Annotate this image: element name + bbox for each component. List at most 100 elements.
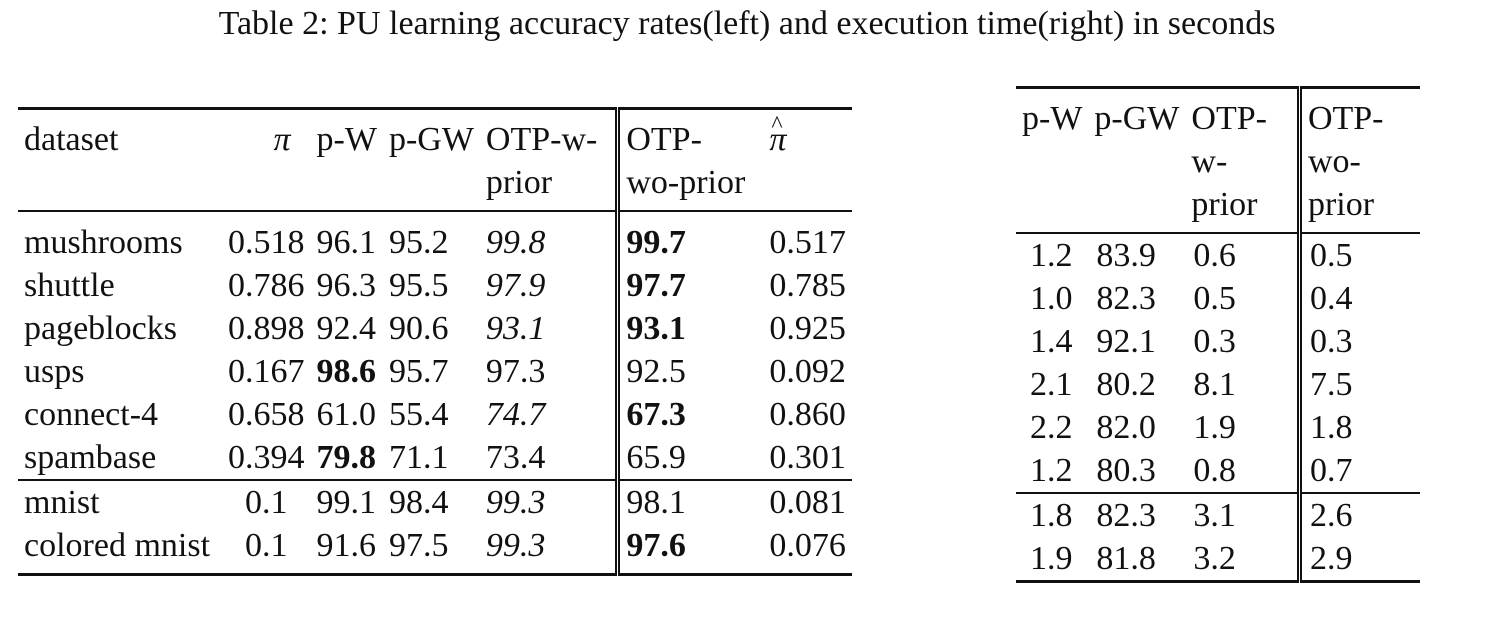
accuracy-table: dataset π p-W p-GW OTP-w- prior OTP- wo-… (18, 107, 852, 576)
table-row: pageblocks 0.898 92.4 90.6 93.1 93.1 0.9… (18, 307, 852, 350)
cell-otp-wo: 93.1 (615, 307, 760, 350)
cell-otp-wo: 98.1 (615, 479, 760, 524)
cell-otp-wo: 0.4 (1296, 277, 1420, 320)
header-otp-wo-prior-line3: prior (1307, 186, 1375, 223)
cell-dataset: mnist (18, 479, 223, 524)
header-otp-wo-prior: OTP- wo- prior (1296, 87, 1420, 234)
cell-otp-w: 0.5 (1193, 280, 1236, 317)
cell-otp-w: 99.8 (485, 224, 546, 261)
cell-dataset: shuttle (24, 267, 115, 304)
cell-otp-wo: 99.7 (615, 211, 760, 264)
header-otp-w-prior: OTP-w- prior (479, 108, 618, 212)
header-otp-wo-prior-line2: wo- (1307, 143, 1361, 180)
execution-time-table-header: p-W p-GW OTP- w- prior OTP- wo- prior (1016, 87, 1420, 234)
table-row: mushrooms 0.518 96.1 95.2 99.8 99.7 0.51… (18, 211, 852, 264)
header-otp-w-prior-line1: OTP-w- (485, 121, 598, 158)
header-pi-hat-symbol: ^ π (769, 112, 787, 158)
cell-pgw: 80.2 (1096, 366, 1156, 403)
cell-pgw: 82.0 (1096, 409, 1156, 446)
header-otp-w-prior-line2: prior (485, 164, 553, 201)
cell-otp-wo: 67.3 (615, 393, 760, 436)
header-pi: π (222, 108, 311, 212)
cell-otp-w: 0.6 (1193, 237, 1236, 274)
cell-otp-wo: 97.7 (615, 264, 760, 307)
cell-pw: 1.8 (1016, 492, 1089, 537)
cell-dataset: colored mnist (24, 527, 211, 564)
header-pi-hat: ^ π (759, 108, 852, 212)
cell-pi-hat: 0.092 (769, 353, 846, 390)
cell-pi: 0.1 (222, 479, 311, 524)
table-row: 1.4 92.1 0.3 0.3 (1016, 320, 1420, 363)
cell-pgw: 71.1 (388, 439, 449, 476)
cell-dataset: pageblocks (24, 310, 177, 347)
cell-pw: 98.6 (316, 353, 377, 390)
cell-otp-w: 8.1 (1193, 366, 1236, 403)
cell-pi-hat: 0.925 (769, 310, 846, 347)
table-caption: Table 2: PU learning accuracy rates(left… (218, 5, 1276, 42)
cell-otp-wo: 65.9 (615, 436, 760, 480)
cell-otp-w: 97.9 (485, 267, 546, 304)
cell-pi-hat: 0.517 (769, 224, 846, 261)
cell-pw: 91.6 (316, 527, 377, 564)
cell-pw: 1.2 (1030, 452, 1073, 489)
header-otp-wo-prior-line2: wo-prior (626, 164, 746, 201)
cell-pi: 0.394 (228, 439, 305, 476)
header-otp-w-prior-line1: OTP- (1191, 100, 1267, 137)
table-row: connect-4 0.658 61.0 55.4 74.7 67.3 0.86… (18, 393, 852, 436)
cell-pw: 2.1 (1030, 366, 1073, 403)
header-pgw: p-GW (382, 108, 480, 212)
cell-pw: 2.2 (1030, 409, 1073, 446)
cell-pw: 61.0 (316, 396, 377, 433)
cell-pgw: 95.2 (388, 224, 449, 261)
table-row: 1.2 80.3 0.8 0.7 (1016, 449, 1420, 493)
cell-pgw: 98.4 (382, 479, 480, 524)
header-otp-w-prior-line2: w- (1191, 143, 1228, 180)
cell-dataset: connect-4 (24, 396, 159, 433)
cell-otp-wo: 0.3 (1296, 320, 1420, 363)
cell-otp-wo: 0.7 (1296, 449, 1420, 493)
cell-pgw: 95.7 (388, 353, 449, 390)
cell-pgw: 81.8 (1096, 540, 1156, 577)
cell-otp-wo: 2.9 (1296, 537, 1420, 582)
header-otp-w-prior: OTP- w- prior (1185, 87, 1300, 234)
cell-pw: 1.2 (1030, 237, 1073, 274)
header-pgw: p-GW (1088, 87, 1186, 234)
header-otp-wo-prior-line1: OTP- (626, 121, 702, 158)
table-row: spambase 0.394 79.8 71.1 73.4 65.9 0.301 (18, 436, 852, 480)
cell-pw: 92.4 (316, 310, 377, 347)
table-row: mnist 0.1 99.1 98.4 99.3 98.1 0.081 (18, 479, 852, 524)
header-otp-wo-prior-line1: OTP- (1307, 100, 1384, 137)
cell-pi: 0.658 (228, 396, 305, 433)
table-row: 1.9 81.8 3.2 2.9 (1016, 537, 1420, 582)
cell-otp-wo: 0.5 (1296, 233, 1420, 277)
cell-dataset: mushrooms (24, 224, 183, 261)
cell-pgw: 80.3 (1096, 452, 1156, 489)
table-row: 2.2 82.0 1.9 1.8 (1016, 406, 1420, 449)
cell-otp-w: 0.3 (1193, 323, 1236, 360)
cell-otp-w: 74.7 (485, 396, 546, 433)
cell-otp-w: 1.9 (1193, 409, 1236, 446)
cell-otp-wo: 97.6 (615, 524, 760, 575)
cell-pw: 1.4 (1030, 323, 1073, 360)
cell-pgw: 90.6 (388, 310, 449, 347)
cell-otp-w: 99.3 (485, 527, 546, 564)
table-row: usps 0.167 98.6 95.7 97.3 92.5 0.092 (18, 350, 852, 393)
cell-pi-hat: 0.301 (769, 439, 846, 476)
cell-otp-wo: 92.5 (615, 350, 760, 393)
cell-otp-w: 3.1 (1185, 492, 1300, 537)
header-otp-w-prior-line3: prior (1191, 186, 1258, 223)
cell-otp-w: 0.8 (1193, 452, 1236, 489)
header-pi-symbol: π (273, 121, 291, 158)
cell-pi: 0.167 (228, 353, 305, 390)
cell-dataset: spambase (24, 439, 157, 476)
cell-pgw: 55.4 (388, 396, 449, 433)
cell-pgw: 95.5 (388, 267, 449, 304)
cell-pi: 0.898 (228, 310, 305, 347)
header-otp-wo-prior: OTP- wo-prior (615, 108, 760, 212)
cell-pi: 0.786 (228, 267, 305, 304)
table-row: 1.2 83.9 0.6 0.5 (1016, 233, 1420, 277)
table-row: 2.1 80.2 8.1 7.5 (1016, 363, 1420, 406)
table-row: colored mnist 0.1 91.6 97.5 99.3 97.6 0.… (18, 524, 852, 575)
cell-dataset: usps (24, 353, 85, 390)
cell-otp-w: 73.4 (485, 439, 546, 476)
